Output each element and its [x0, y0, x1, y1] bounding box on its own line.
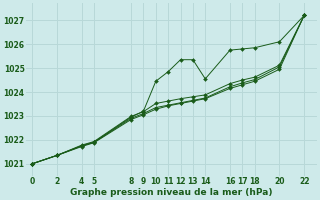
X-axis label: Graphe pression niveau de la mer (hPa): Graphe pression niveau de la mer (hPa)	[70, 188, 273, 197]
